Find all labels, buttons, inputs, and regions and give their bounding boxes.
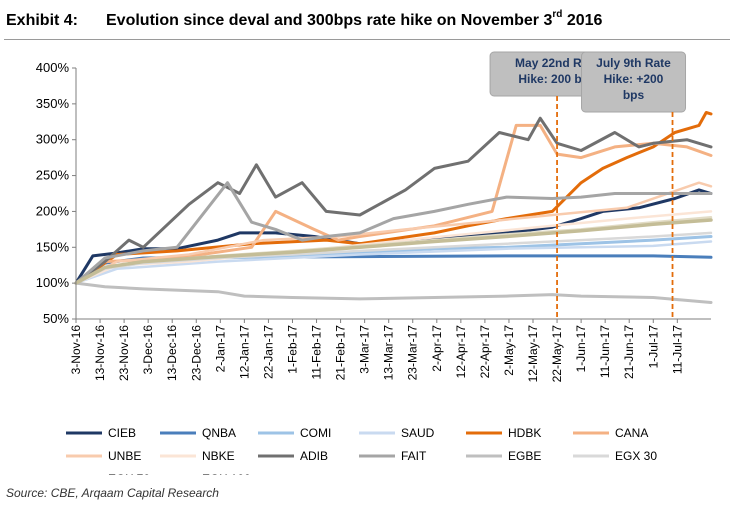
axes: 50% 100% 150% 200% 250% 300% 350% 400% 3-Nov-16 1…	[36, 60, 711, 382]
x-tick-label: 22-Jan-17	[261, 325, 275, 379]
x-tick-label: 21-Jun-17	[622, 325, 636, 379]
series-line-cieb	[74, 188, 713, 285]
x-tick-label: 3-Nov-16	[69, 325, 83, 375]
annotation-text: May 22nd Rate	[515, 56, 599, 70]
x-tick-label: 1-Jul-17	[646, 325, 660, 369]
x-tick-label: 2-May-17	[502, 325, 516, 376]
x-tick-label: 22-Apr-17	[478, 325, 492, 379]
legend-label: CANA	[615, 426, 648, 440]
exhibit-label: Exhibit 4:	[6, 12, 79, 29]
series-line-cana	[74, 123, 713, 285]
source-note: Source: CBE, Arqaam Capital Research	[6, 486, 219, 500]
x-tick-label: 11-Feb-17	[310, 325, 324, 380]
x-tick-label: 13-Dec-16	[165, 325, 179, 381]
x-tick-label: 11-Jul-17	[670, 325, 684, 374]
annotation-text: July 9th Rate	[596, 56, 671, 70]
series-line-fait	[74, 181, 713, 285]
y-tick-label: 300%	[36, 132, 70, 147]
series-line-saud	[74, 240, 713, 285]
x-tick-label: 2-Jan-17	[213, 325, 227, 373]
x-tick-label: 22-May-17	[550, 325, 564, 383]
chart-title-superscript: rd	[552, 9, 563, 20]
x-tick-label: 11-Jun-17	[598, 325, 612, 378]
annotation-text: Hike: 200 bps	[518, 72, 596, 86]
x-tick-label: 23-Nov-16	[117, 325, 131, 381]
series-layer	[74, 111, 713, 304]
x-tick-label: 3-Dec-16	[141, 325, 155, 375]
series-line-adib	[74, 116, 713, 285]
x-tick-label: 23-Dec-16	[189, 325, 203, 381]
y-tick-label: 350%	[36, 96, 70, 111]
x-tick-label: 21-Feb-17	[334, 325, 348, 381]
legend-label: FAIT	[401, 449, 427, 463]
rate-hike-markers	[556, 96, 674, 319]
annotation-text: bps	[623, 88, 645, 102]
legend-label: EGX 100	[202, 472, 251, 475]
x-tick-label: 13-Nov-16	[93, 325, 107, 381]
annotation-box-2	[581, 51, 687, 113]
series-line-unbe	[74, 181, 713, 285]
legend-label: SAUD	[401, 426, 435, 440]
legend-label: EGX 70	[108, 472, 150, 475]
legend-label: CIEB	[108, 426, 136, 440]
legend-label: NBKE	[202, 449, 235, 463]
legend-label: HDBK	[508, 426, 541, 440]
series-line-egbe	[74, 281, 713, 304]
x-tick-label: 23-Mar-17	[406, 325, 420, 381]
exhibit-header: Exhibit 4: Evolution since deval and 300…	[0, 0, 736, 50]
x-tick-label: 12-Jan-17	[237, 325, 251, 379]
y-tick-label: 50%	[43, 311, 69, 326]
legend-label: ADIB	[300, 449, 328, 463]
legend-label: QNBA	[202, 426, 236, 440]
y-tick-label: 250%	[36, 168, 70, 183]
series-line-egx-100	[74, 218, 713, 285]
chart-title: Evolution since deval and 300bps rate hi…	[106, 9, 603, 30]
chart-title-main: Evolution since deval and 300bps rate hi…	[106, 12, 553, 29]
x-tick-label: 3-Mar-17	[358, 325, 372, 374]
x-tick-label: 2-Apr-17	[430, 325, 444, 372]
x-tick-label: 1-Jun-17	[574, 325, 588, 373]
x-tick-label: 12-May-17	[526, 325, 540, 383]
legend-label: EGX 30	[615, 449, 657, 463]
x-tick-label: 12-Apr-17	[454, 325, 468, 379]
x-tick-label: 13-Mar-17	[382, 325, 396, 381]
legend-label: EGBE	[508, 449, 541, 463]
y-tick-label: 100%	[36, 275, 70, 290]
legend: CIEB QNBA COMI SAUD HDBK CANA UNBE NBKE ADIB FAIT…	[66, 426, 657, 475]
y-tick-label: 200%	[36, 203, 70, 218]
x-tick-label: 1-Feb-17	[285, 325, 299, 374]
annotation-text: Hike: +200	[604, 72, 664, 86]
y-tick-label: 150%	[36, 239, 70, 254]
legend-label: UNBE	[108, 449, 141, 463]
y-tick-label: 400%	[36, 60, 70, 75]
header-divider	[4, 39, 730, 40]
chart-title-year: 2016	[562, 12, 603, 29]
legend-label: COMI	[300, 426, 331, 440]
